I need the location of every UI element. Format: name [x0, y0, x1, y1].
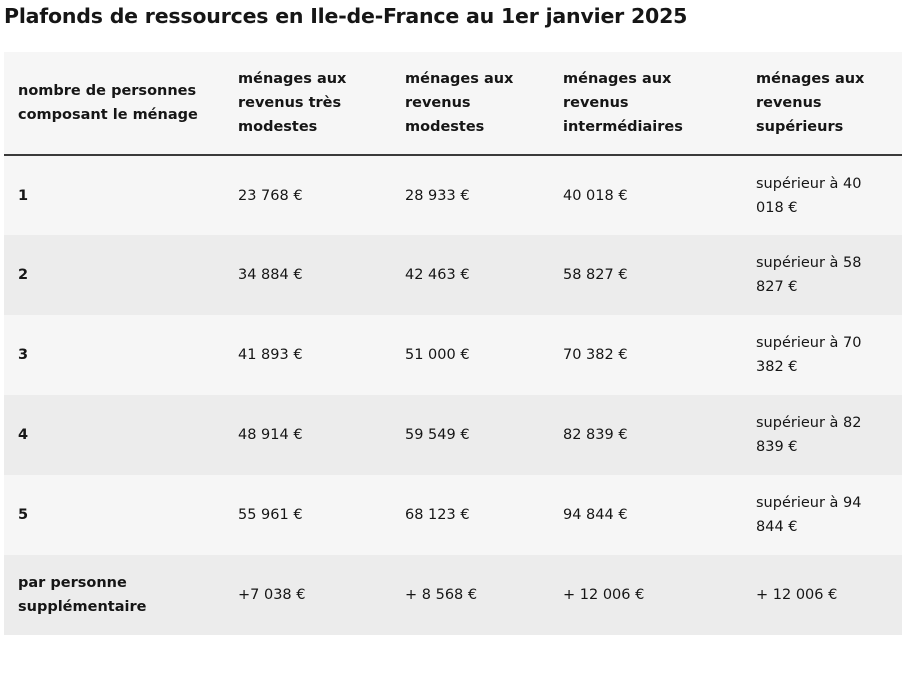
- cell-higher: supérieur à 94 844 €: [742, 475, 902, 555]
- cell-modest: 42 463 €: [391, 235, 549, 315]
- cell-intermediate: 70 382 €: [549, 315, 742, 395]
- cell-intermediate: + 12 006 €: [549, 555, 742, 635]
- header-intermediate-income: ménages aux revenus intermédiaires: [549, 52, 742, 156]
- cell-higher: supérieur à 58 827 €: [742, 235, 902, 315]
- table-row: 1 23 768 € 28 933 € 40 018 € supérieur à…: [4, 155, 902, 235]
- header-higher-income: ménages aux revenus supérieurs: [742, 52, 902, 156]
- row-household-size: 1: [4, 155, 224, 235]
- cell-very-modest: 55 961 €: [224, 475, 391, 555]
- cell-higher: + 12 006 €: [742, 555, 902, 635]
- cell-higher: supérieur à 82 839 €: [742, 395, 902, 475]
- row-household-size: 5: [4, 475, 224, 555]
- cell-intermediate: 58 827 €: [549, 235, 742, 315]
- cell-very-modest: +7 038 €: [224, 555, 391, 635]
- cell-very-modest: 23 768 €: [224, 155, 391, 235]
- row-household-size: 4: [4, 395, 224, 475]
- header-very-modest-income: ménages aux revenus très modestes: [224, 52, 391, 156]
- cell-very-modest: 41 893 €: [224, 315, 391, 395]
- cell-modest: 68 123 €: [391, 475, 549, 555]
- cell-intermediate: 82 839 €: [549, 395, 742, 475]
- table-row: 4 48 914 € 59 549 € 82 839 € supérieur à…: [4, 395, 902, 475]
- cell-modest: 28 933 €: [391, 155, 549, 235]
- resource-ceilings-table: nombre de personnes composant le ménage …: [4, 52, 902, 635]
- table-row: par personne supplémentaire +7 038 € + 8…: [4, 555, 902, 635]
- cell-modest: 51 000 €: [391, 315, 549, 395]
- row-household-size: 3: [4, 315, 224, 395]
- header-household-size: nombre de personnes composant le ménage: [4, 52, 224, 156]
- cell-intermediate: 94 844 €: [549, 475, 742, 555]
- table-header-row: nombre de personnes composant le ménage …: [4, 52, 902, 156]
- table-row: 3 41 893 € 51 000 € 70 382 € supérieur à…: [4, 315, 902, 395]
- table-row: 2 34 884 € 42 463 € 58 827 € supérieur à…: [4, 235, 902, 315]
- cell-very-modest: 48 914 €: [224, 395, 391, 475]
- cell-modest: 59 549 €: [391, 395, 549, 475]
- cell-higher: supérieur à 40 018 €: [742, 155, 902, 235]
- row-household-size: 2: [4, 235, 224, 315]
- cell-higher: supérieur à 70 382 €: [742, 315, 902, 395]
- table-row: 5 55 961 € 68 123 € 94 844 € supérieur à…: [4, 475, 902, 555]
- cell-very-modest: 34 884 €: [224, 235, 391, 315]
- cell-intermediate: 40 018 €: [549, 155, 742, 235]
- header-modest-income: ménages aux revenus modestes: [391, 52, 549, 156]
- page-title: Plafonds de ressources en Ile-de-France …: [4, 4, 688, 28]
- row-household-size: par personne supplémentaire: [4, 555, 224, 635]
- cell-modest: + 8 568 €: [391, 555, 549, 635]
